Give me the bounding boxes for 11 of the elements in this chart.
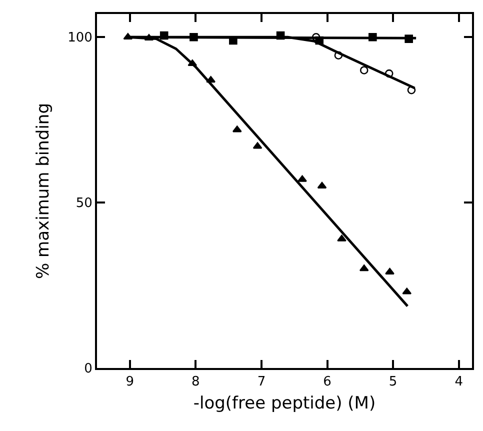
x-tick-label: 5	[388, 374, 398, 390]
y-tick-label: 100	[68, 30, 92, 46]
y-tick-label: 0	[84, 362, 92, 377]
x-tick-label: 7	[257, 374, 266, 390]
x-tick-label: 4	[454, 374, 463, 390]
x-tick-label: 9	[126, 374, 134, 390]
x-tick-label: 8	[192, 374, 200, 390]
x-axis-title: -log(free peptide) (M)	[193, 394, 376, 414]
y-tick-label: 50	[76, 196, 92, 212]
x-tick-label: 6	[323, 374, 332, 390]
y-axis-title: % maximum binding	[34, 103, 54, 279]
